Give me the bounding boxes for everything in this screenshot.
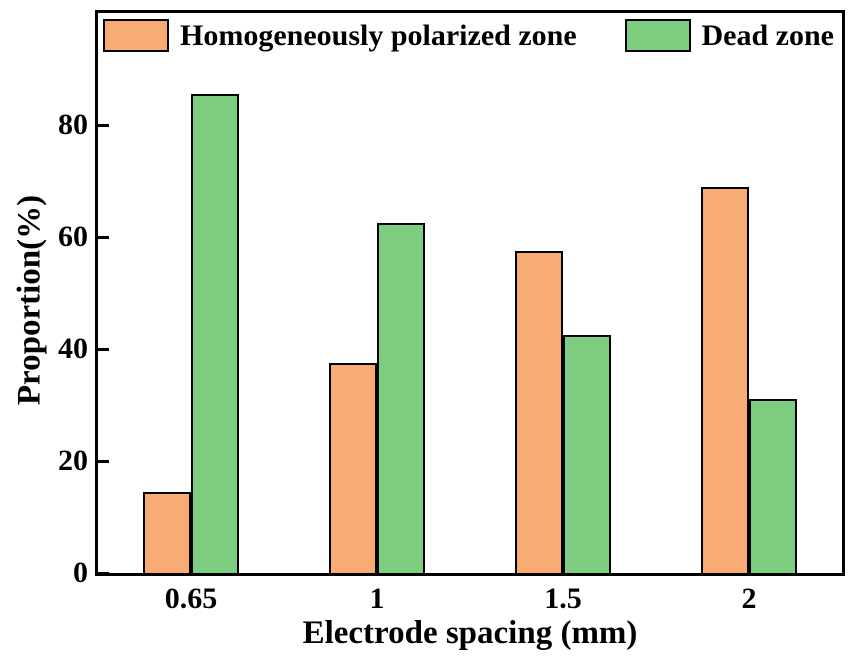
bar-series1-cat3 — [749, 399, 797, 573]
x-tick-label-3: 2 — [741, 582, 757, 615]
y-tick-label: 80 — [58, 108, 88, 141]
legend-label-1: Dead zone — [701, 18, 834, 52]
legend-swatch-1 — [624, 19, 691, 52]
y-tick-mark — [98, 123, 109, 127]
legend-item-0: Homogeneously polarized zone — [103, 19, 577, 52]
bar-series1-cat2 — [563, 335, 611, 573]
plot-area: Homogeneously polarized zone Dead zone — [95, 10, 845, 576]
bar-series1-cat0 — [191, 94, 239, 573]
y-tick-mark — [98, 347, 109, 351]
y-tick-label: 40 — [58, 332, 88, 365]
bar-series0-cat3 — [701, 187, 749, 573]
bar-series1-cat1 — [377, 223, 425, 573]
y-tick-mark — [98, 235, 109, 239]
y-tick-mark — [98, 571, 109, 575]
y-tick-label: 0 — [73, 556, 88, 589]
legend-swatch-0 — [103, 19, 169, 52]
y-tick-mark — [98, 459, 109, 463]
legend-item-1: Dead zone — [624, 18, 834, 52]
legend-label-0: Homogeneously polarized zone — [180, 18, 577, 52]
x-tick-label-0: 0.65 — [164, 582, 218, 615]
legend: Homogeneously polarized zone Dead zone — [103, 19, 834, 52]
y-tick-label: 60 — [58, 220, 88, 253]
x-axis-title: Electrode spacing (mm) — [302, 615, 638, 651]
x-tick-label-1: 1 — [369, 582, 385, 615]
y-tick-label: 20 — [58, 444, 88, 477]
bar-series0-cat0 — [143, 492, 191, 573]
bar-series0-cat2 — [515, 251, 563, 573]
bar-series0-cat1 — [329, 363, 377, 573]
x-tick-label-2: 1.5 — [544, 582, 582, 615]
